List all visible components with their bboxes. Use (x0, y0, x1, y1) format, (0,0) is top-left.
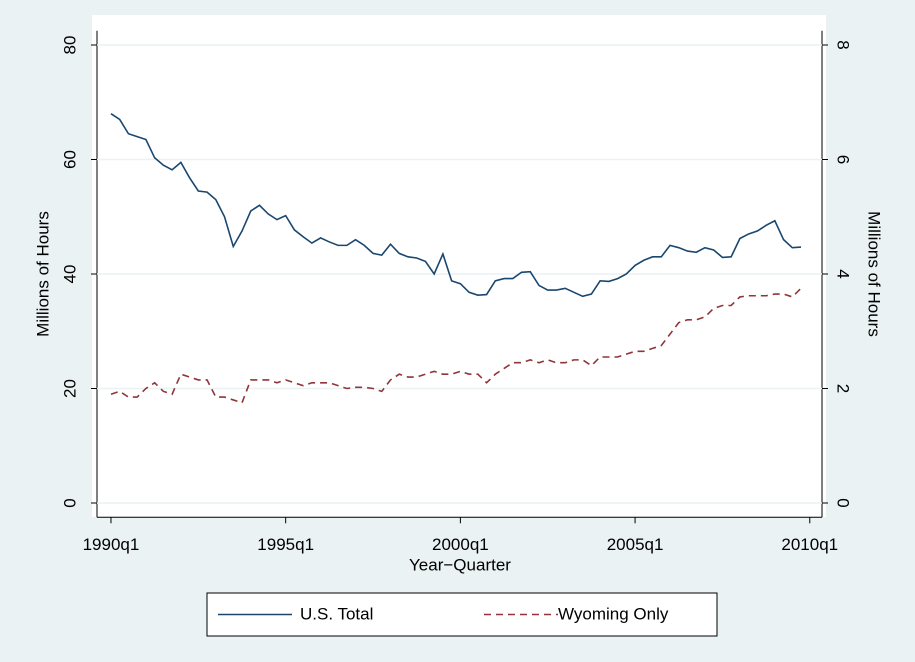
x-tick-label: 1995q1 (257, 535, 314, 554)
y2-tick-label: 4 (834, 269, 853, 278)
y-axis-title: Millions of Hours (33, 211, 52, 337)
legend-label: Wyoming Only (558, 604, 669, 623)
x-tick-label: 2010q1 (781, 535, 838, 554)
legend-label: U.S. Total (300, 604, 373, 623)
y-tick-label: 20 (60, 379, 79, 398)
y2-tick-label: 2 (834, 384, 853, 393)
y2-tick-label: 6 (834, 155, 853, 164)
y-tick-label: 0 (60, 498, 79, 507)
x-tick-label: 1990q1 (83, 535, 140, 554)
series-line (110, 113, 802, 298)
series-line (110, 287, 802, 404)
y2-axis-title: Millions of Hours (865, 211, 884, 337)
y2-tick-label: 0 (834, 498, 853, 507)
y-tick-label: 60 (60, 150, 79, 169)
x-axis-title: Year−Quarter (409, 555, 511, 574)
x-tick-label: 2000q1 (432, 535, 489, 554)
y-tick-label: 80 (60, 36, 79, 55)
y-tick-label: 40 (60, 265, 79, 284)
y2-tick-label: 8 (834, 40, 853, 49)
x-tick-label: 2005q1 (607, 535, 664, 554)
plot-area (92, 15, 826, 517)
